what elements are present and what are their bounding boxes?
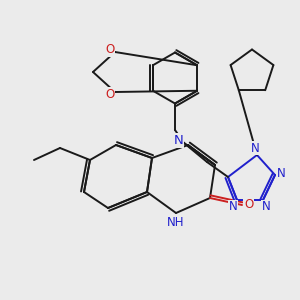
Text: N: N <box>229 200 238 213</box>
Text: N: N <box>262 200 270 213</box>
Text: O: O <box>105 88 114 101</box>
Text: N: N <box>251 142 260 155</box>
Text: O: O <box>105 43 114 56</box>
Text: N: N <box>277 167 286 180</box>
Text: N: N <box>174 134 184 147</box>
Text: NH: NH <box>167 216 185 230</box>
Text: O: O <box>244 198 253 211</box>
